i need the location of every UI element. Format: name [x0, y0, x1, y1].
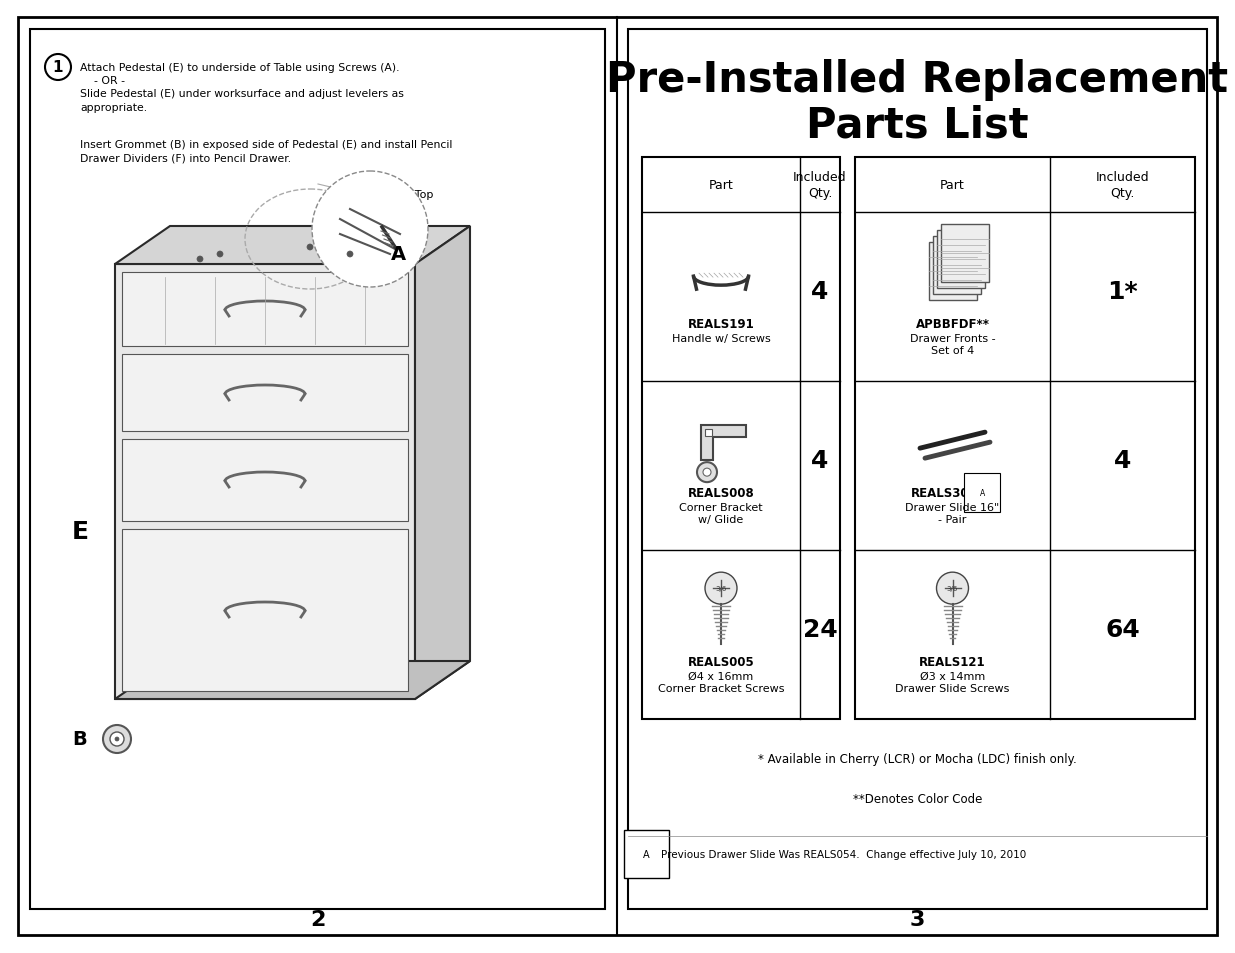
Bar: [122, 273, 408, 347]
Bar: [932, 237, 981, 294]
Text: Previous Drawer Slide Was REALS054.  Change effective July 10, 2010: Previous Drawer Slide Was REALS054. Chan…: [661, 849, 1026, 859]
Text: Corner Bracket
w/ Glide: Corner Bracket w/ Glide: [679, 502, 763, 525]
Text: A: A: [643, 849, 650, 859]
Text: Insert Grommet (B) in exposed side of Pedestal (E) and install Pencil
Drawer Div: Insert Grommet (B) in exposed side of Pe…: [80, 140, 452, 163]
Text: 3/6: 3/6: [947, 585, 958, 592]
Text: Drawer Slide 16"
- Pair: Drawer Slide 16" - Pair: [905, 502, 999, 525]
Text: 4: 4: [811, 449, 829, 473]
Text: Attach Top: Attach Top: [375, 190, 433, 200]
Text: A: A: [979, 488, 984, 497]
Bar: [122, 355, 408, 432]
Bar: [115, 265, 415, 700]
Text: 3: 3: [910, 909, 925, 929]
Bar: [122, 530, 408, 691]
Text: Included
Qty.: Included Qty.: [1095, 171, 1150, 200]
Text: 24: 24: [803, 618, 837, 641]
Circle shape: [703, 469, 711, 476]
Text: B: B: [73, 730, 88, 749]
Text: Ø4 x 16mm
Corner Bracket Screws: Ø4 x 16mm Corner Bracket Screws: [658, 671, 784, 694]
Text: REALS008: REALS008: [688, 486, 755, 499]
Text: Part: Part: [709, 179, 734, 192]
Text: Parts List: Parts List: [806, 104, 1029, 146]
Text: Pre-Installed Replacement: Pre-Installed Replacement: [606, 59, 1229, 101]
Text: Drawer Fronts -
Set of 4: Drawer Fronts - Set of 4: [910, 334, 995, 355]
Polygon shape: [115, 661, 471, 700]
Circle shape: [936, 573, 968, 604]
Text: 1: 1: [53, 60, 63, 75]
Circle shape: [347, 252, 353, 257]
Text: APBBFDF**: APBBFDF**: [915, 317, 989, 331]
Text: Included
Qty.: Included Qty.: [793, 171, 847, 200]
Text: Attach Pedestal (E) to underside of Table using Screws (A).
    - OR -
Slide Ped: Attach Pedestal (E) to underside of Tabl…: [80, 63, 404, 112]
Polygon shape: [415, 227, 471, 700]
Text: Part: Part: [940, 179, 965, 192]
Text: 4: 4: [811, 280, 829, 304]
Bar: [705, 430, 713, 436]
Text: A: A: [390, 245, 405, 264]
Bar: [642, 158, 840, 720]
Bar: [30, 30, 605, 909]
Text: Handle w/ Screws: Handle w/ Screws: [672, 334, 771, 343]
Text: **Denotes Color Code: **Denotes Color Code: [853, 793, 982, 805]
Circle shape: [110, 732, 124, 746]
Bar: [629, 30, 1207, 909]
Bar: [122, 439, 408, 521]
Circle shape: [103, 725, 131, 753]
Polygon shape: [701, 426, 746, 460]
Circle shape: [198, 256, 203, 263]
Text: Ø3 x 14mm
Drawer Slide Screws: Ø3 x 14mm Drawer Slide Screws: [895, 671, 1010, 694]
Circle shape: [308, 245, 312, 251]
Circle shape: [44, 55, 70, 81]
Text: REALS191: REALS191: [688, 317, 755, 331]
Circle shape: [217, 252, 224, 257]
Text: REALS121: REALS121: [919, 655, 986, 668]
Bar: [929, 243, 977, 301]
Bar: [855, 158, 1195, 720]
Text: REALS005: REALS005: [688, 655, 755, 668]
Text: 1*: 1*: [1108, 280, 1137, 304]
Circle shape: [697, 462, 718, 482]
Text: 4: 4: [1114, 449, 1131, 473]
Text: E: E: [72, 519, 89, 543]
Bar: [941, 225, 988, 283]
Text: 3/6: 3/6: [715, 585, 726, 592]
Polygon shape: [115, 227, 471, 265]
Bar: [936, 231, 984, 289]
Text: * Available in Cherry (LCR) or Mocha (LDC) finish only.: * Available in Cherry (LCR) or Mocha (LD…: [758, 753, 1077, 765]
Circle shape: [115, 738, 119, 741]
Text: 2: 2: [310, 909, 325, 929]
Circle shape: [312, 172, 429, 288]
Text: REALS307: REALS307: [911, 486, 978, 499]
Circle shape: [705, 573, 737, 604]
Text: 64: 64: [1105, 618, 1140, 641]
